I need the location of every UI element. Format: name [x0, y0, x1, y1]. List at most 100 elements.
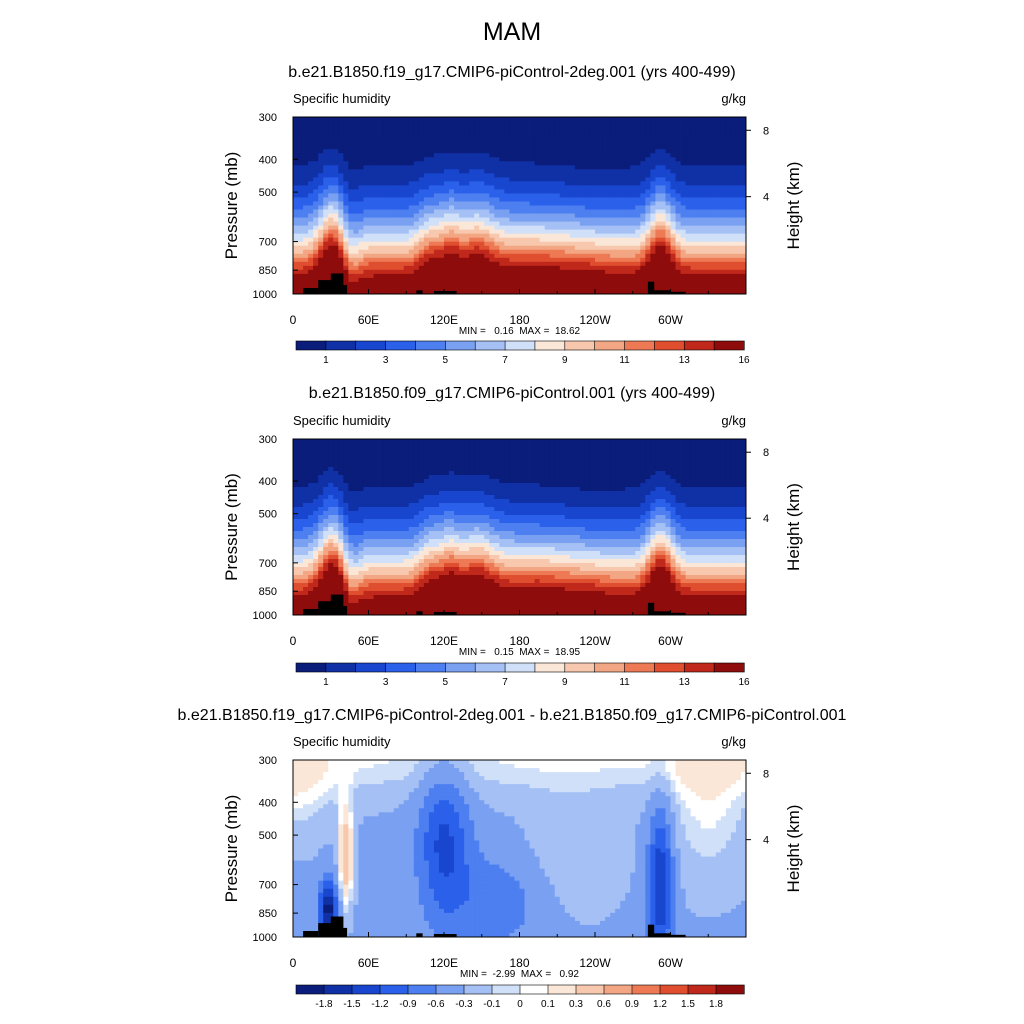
- field-cell: [539, 261, 546, 267]
- field-cell: [685, 257, 692, 263]
- field-cell: [730, 475, 737, 480]
- field-cell: [423, 237, 430, 243]
- field-cell: [469, 289, 475, 295]
- field-cell: [363, 121, 369, 126]
- field-cell: [655, 213, 661, 218]
- field-cell: [600, 197, 606, 202]
- field-cell: [595, 281, 601, 287]
- field-cell: [549, 201, 556, 206]
- field-cell: [630, 281, 636, 287]
- field-cell: [333, 475, 339, 480]
- field-cell: [534, 129, 541, 134]
- field-cell: [615, 447, 621, 452]
- field-cell: [398, 269, 405, 275]
- field-cell: [715, 289, 722, 295]
- field-cell: [579, 285, 586, 291]
- field-cell: [589, 161, 596, 166]
- field-cell: [313, 165, 319, 170]
- colorbar-swatch: [683, 340, 715, 351]
- field-cell: [680, 455, 686, 460]
- field-cell: [423, 281, 430, 287]
- field-cell: [489, 463, 495, 468]
- field-cell: [413, 459, 420, 464]
- field-cell: [328, 121, 334, 126]
- field-cell: [579, 443, 586, 448]
- field-cell: [423, 161, 430, 166]
- field-cell: [514, 439, 520, 444]
- field-cell: [318, 173, 324, 178]
- field-cell: [368, 443, 374, 448]
- field-cell: [318, 153, 324, 158]
- field-cell: [398, 201, 405, 206]
- field-cell: [645, 439, 651, 444]
- field-cell: [635, 257, 641, 263]
- field-cell: [444, 463, 450, 468]
- field-cell: [388, 245, 395, 251]
- field-cell: [373, 245, 379, 251]
- field-cell: [358, 185, 364, 190]
- field-cell: [680, 225, 686, 231]
- field-cell: [459, 471, 465, 476]
- field-cell: [398, 121, 405, 126]
- panel-3-title: b.e21.B1850.f19_g17.CMIP6-piControl-2deg…: [177, 707, 847, 724]
- field-cell: [544, 217, 551, 222]
- field-cell: [393, 229, 400, 235]
- field-cell: [504, 129, 510, 134]
- field-cell: [660, 463, 666, 468]
- field-cell: [499, 479, 505, 484]
- field-cell: [363, 281, 369, 287]
- field-cell: [373, 193, 379, 198]
- field-cell: [363, 197, 369, 202]
- field-cell: [348, 165, 354, 170]
- field-cell: [685, 459, 692, 464]
- field-cell: [574, 201, 581, 206]
- field-cell: [600, 269, 606, 275]
- field-cell: [433, 443, 440, 448]
- field-cell: [464, 451, 470, 456]
- field-cell: [730, 209, 737, 214]
- field-cell: [620, 153, 626, 158]
- field-cell: [353, 281, 359, 287]
- field-cell: [610, 229, 616, 235]
- field-cell: [454, 241, 460, 247]
- field-cell: [433, 125, 440, 130]
- field-cell: [383, 447, 390, 452]
- field-cell: [499, 205, 505, 210]
- field-cell: [323, 451, 329, 456]
- field-cell: [464, 237, 470, 243]
- field-cell: [509, 137, 515, 142]
- field-cell: [398, 141, 405, 146]
- field-cell: [509, 443, 515, 448]
- field-cell: [579, 153, 586, 158]
- field-cell: [635, 285, 641, 291]
- field-cell: [479, 177, 485, 182]
- field-cell: [348, 241, 354, 247]
- field-cell: [574, 165, 581, 170]
- field-cell: [484, 209, 490, 214]
- field-cell: [650, 213, 656, 218]
- field-cell: [645, 189, 651, 194]
- field-cell: [574, 193, 581, 198]
- field-cell: [393, 475, 400, 480]
- field-cell: [313, 249, 319, 255]
- field-cell: [308, 249, 314, 255]
- field-cell: [328, 257, 334, 263]
- field-cell: [494, 277, 500, 283]
- field-cell: [630, 137, 636, 142]
- field-cell: [559, 281, 566, 287]
- field-cell: [539, 209, 546, 214]
- field-cell: [499, 249, 505, 255]
- field-cell: [509, 117, 515, 122]
- field-cell: [373, 463, 379, 468]
- field-cell: [464, 439, 470, 444]
- field-cell: [449, 133, 455, 138]
- field-cell: [293, 447, 299, 452]
- field-cell: [625, 439, 631, 444]
- field-cell: [635, 121, 641, 126]
- field-cell: [504, 225, 510, 231]
- field-cell: [459, 117, 465, 122]
- field-cell: [499, 467, 505, 472]
- field-cell: [640, 447, 646, 452]
- field-cell: [735, 189, 742, 194]
- field-cell: [293, 129, 299, 134]
